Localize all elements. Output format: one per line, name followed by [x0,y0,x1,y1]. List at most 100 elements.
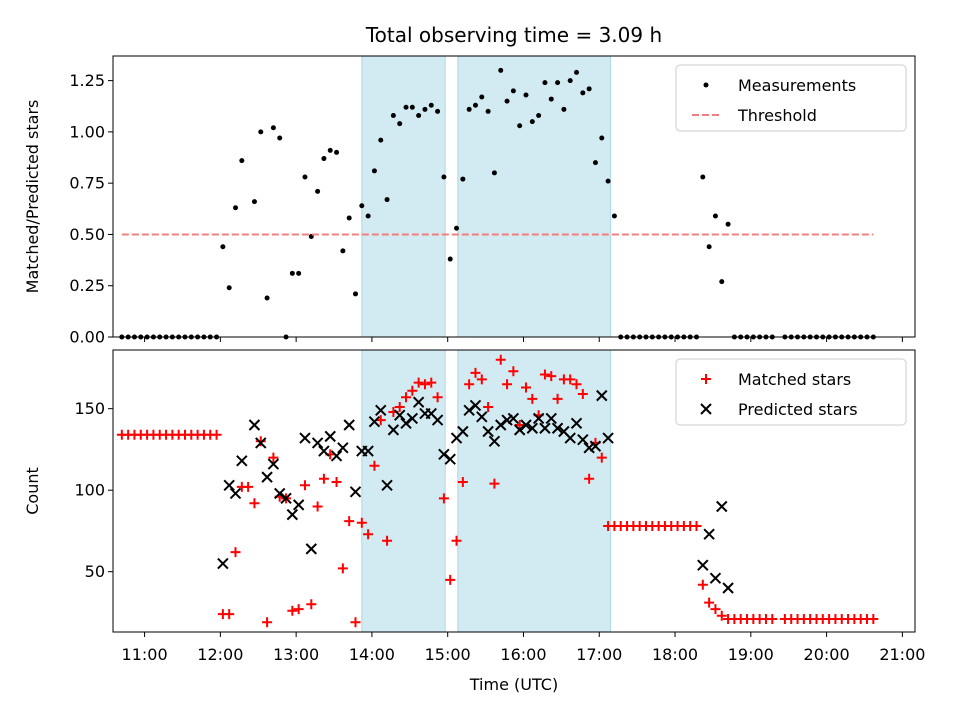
x-tick-label: 18:00 [652,645,698,664]
ratio-legend-marker [703,82,709,88]
predicted-stars-point [463,404,475,417]
measurements-point [226,285,232,291]
measurements-point [384,197,390,203]
measurements-point [264,295,270,301]
predicted-stars-point [387,424,400,436]
matched-stars-point [318,473,329,484]
measurements-point [334,149,340,155]
matched-stars-point [337,563,348,574]
predicted-stars-point [703,528,715,540]
measurements-point [447,256,453,262]
predicted-stars-point [400,417,412,430]
x-tick-label: 13:00 [273,645,319,664]
predicted-stars-point [482,425,494,438]
measurements-point [270,125,276,131]
predicted-stars-point [412,396,425,408]
measurements-point [390,112,396,118]
ratio-y-tick-label: 1.25 [69,71,105,90]
predicted-stars-point [532,412,545,425]
matched-stars-point [344,516,355,527]
predicted-stars-point [444,453,456,465]
predicted-stars-point [526,422,539,434]
measurements-point [321,156,327,162]
predicted-stars-point [223,479,235,492]
measurements-point [327,147,333,153]
ratio-shaded-interval [361,55,446,338]
measurements-point [706,244,712,250]
measurements-point [555,80,561,86]
matched-stars-point [470,367,481,378]
predicted-stars-point [438,448,450,461]
matched-stars-point [394,402,405,413]
ratio-legend-box [675,64,907,132]
count-y-axis-label: Count [23,467,42,515]
matched-stars-point [293,604,304,615]
measurements-point [517,123,523,129]
measurements-point [719,279,725,285]
predicted-stars-point [545,412,557,425]
matched-stars-point [243,481,254,492]
predicted-stars-point [299,432,311,444]
predicted-stars-point [324,430,336,443]
ratio-legend-label: Threshold [737,106,817,125]
matched-stars-point [407,385,418,396]
matched-stars-point [691,521,702,532]
measurements-point [460,176,466,182]
matched-stars-point [514,419,525,430]
ratio-y-axis-label: Matched/Predicted stars [23,100,42,294]
matched-stars-point [356,517,367,528]
predicted-stars-point [337,442,349,454]
measurements-point [510,88,516,94]
matched-stars-point [565,374,576,385]
measurements-point [365,213,371,219]
predicted-stars-point [570,417,583,430]
matched-stars-point [552,393,563,404]
matched-stars-point [438,493,449,504]
measurements-point [548,96,554,102]
measurements-point [239,158,245,164]
matched-stars-point [287,605,298,616]
count-legend-box [675,358,907,426]
x-tick-label: 21:00 [879,645,925,664]
matched-stars-point [211,429,222,440]
matched-stars-point [584,473,595,484]
measurements-point [403,104,409,110]
count-legend-label: Matched stars [738,370,851,389]
predicted-stars-point [495,419,507,431]
measurements-point [485,108,491,114]
matched-stars-point [432,392,443,403]
ratio-y-tick-label: 0.25 [69,276,105,295]
matched-stars-point [464,379,475,390]
predicted-stars-point [709,572,722,584]
matched-stars-point [577,389,588,400]
measurements-point [397,121,403,127]
predicted-stars-point [507,412,520,425]
predicted-stars-point [406,412,419,425]
measurements-point [422,106,428,112]
measurements-point [371,168,377,174]
measurements-point [586,86,592,92]
measurements-point [580,90,586,96]
matched-stars-point [451,535,462,546]
measurements-point [220,244,226,250]
x-tick-label: 16:00 [500,645,546,664]
measurements-point [725,221,731,227]
measurements-point [712,213,718,219]
matched-stars-point [457,477,468,488]
measurements-point [416,112,422,118]
measurements-point [504,98,510,104]
matched-stars-point [539,369,550,380]
ratio-panel: 0.00 0.25 0.50 0.75 1.00 1.25 Matched/Predict… [23,55,916,347]
x-tick-label: 19:00 [728,645,774,664]
ratio-y-tick-label: 0.75 [69,174,105,193]
measurements-point [491,170,497,176]
predicted-stars-point [343,419,355,431]
measurements-point [529,119,535,125]
predicted-stars-point [349,486,362,498]
measurements-point [441,174,447,180]
predicted-stars-point [255,437,267,449]
measurements-point [599,135,605,141]
predicted-stars-point [602,432,614,444]
x-tick-label: 15:00 [425,645,471,664]
measurements-point [561,106,567,112]
